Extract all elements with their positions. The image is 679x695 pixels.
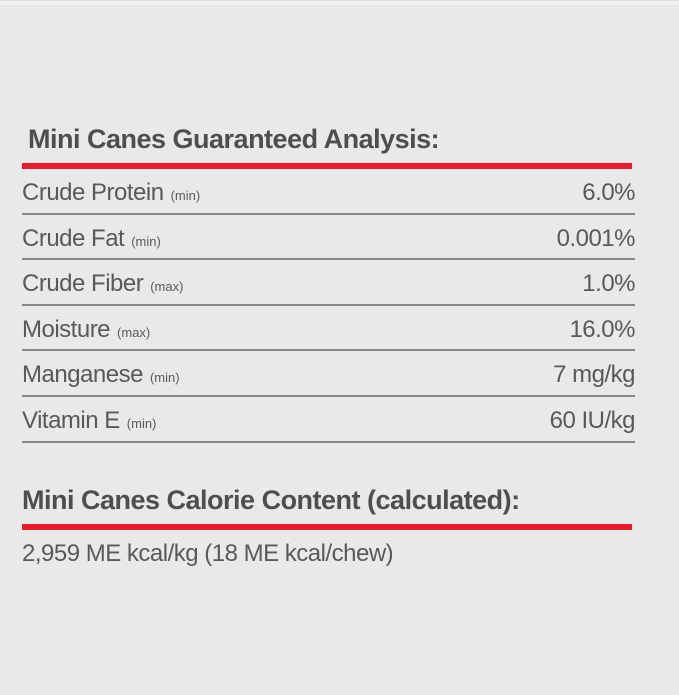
nutrient-name: Vitamin E	[22, 406, 120, 434]
nutrient-label: Vitamin E (min)	[22, 407, 156, 435]
nutrient-label: Crude Fiber (max)	[22, 270, 183, 298]
table-row: Crude Fat (min) 0.001%	[22, 215, 636, 261]
nutrient-qualifier: (max)	[150, 279, 184, 295]
nutrient-label: Manganese (min)	[22, 361, 180, 389]
nutrient-value: 6.0%	[582, 179, 635, 206]
nutrient-label: Crude Fat (min)	[22, 225, 161, 253]
table-row: Manganese (min) 7 mg/kg	[22, 351, 635, 397]
calorie-content-title: Mini Canes Calorie Content (calculated):	[22, 485, 520, 515]
nutrient-name: Crude Protein	[22, 179, 164, 206]
nutrient-name: Manganese	[22, 361, 143, 389]
nutrient-qualifier: (min)	[126, 415, 157, 431]
guaranteed-analysis-divider-bar	[22, 163, 632, 169]
guaranteed-analysis-title: Mini Canes Guaranteed Analysis:	[28, 124, 440, 154]
nutrient-value: 16.0%	[569, 315, 635, 343]
nutrient-qualifier: (min)	[131, 233, 161, 249]
nutrient-qualifier: (max)	[117, 324, 151, 340]
table-row: Moisture (max) 16.0%	[22, 306, 635, 352]
nutrient-label: Crude Protein (min)	[22, 179, 200, 207]
nutrient-name: Crude Fat	[22, 224, 125, 252]
top-edge-strip	[0, 0, 679, 6]
nutrient-name: Moisture	[22, 315, 111, 343]
nutrient-value: 0.001%	[556, 224, 636, 252]
nutrient-name: Crude Fiber	[22, 270, 144, 298]
calorie-content-value: 2,959 ME kcal/kg (18 ME kcal/chew)	[22, 540, 394, 567]
guaranteed-analysis-table: Crude Protein (min) 6.0% Crude Fat (min) 0…	[22, 169, 636, 443]
nutrient-qualifier: (min)	[149, 370, 180, 386]
table-row: Vitamin E (min) 60 IU/kg	[22, 397, 636, 443]
table-row: Crude Fiber (max) 1.0%	[22, 260, 635, 306]
calorie-content-divider-bar	[22, 524, 632, 530]
nutrient-value: 60 IU/kg	[549, 406, 636, 434]
nutrient-qualifier: (min)	[170, 188, 201, 203]
nutrient-label: Moisture (max)	[22, 316, 150, 344]
table-row: Crude Protein (min) 6.0%	[22, 169, 635, 215]
nutrient-value: 1.0%	[582, 270, 635, 298]
nutrient-value: 7 mg/kg	[553, 361, 635, 389]
